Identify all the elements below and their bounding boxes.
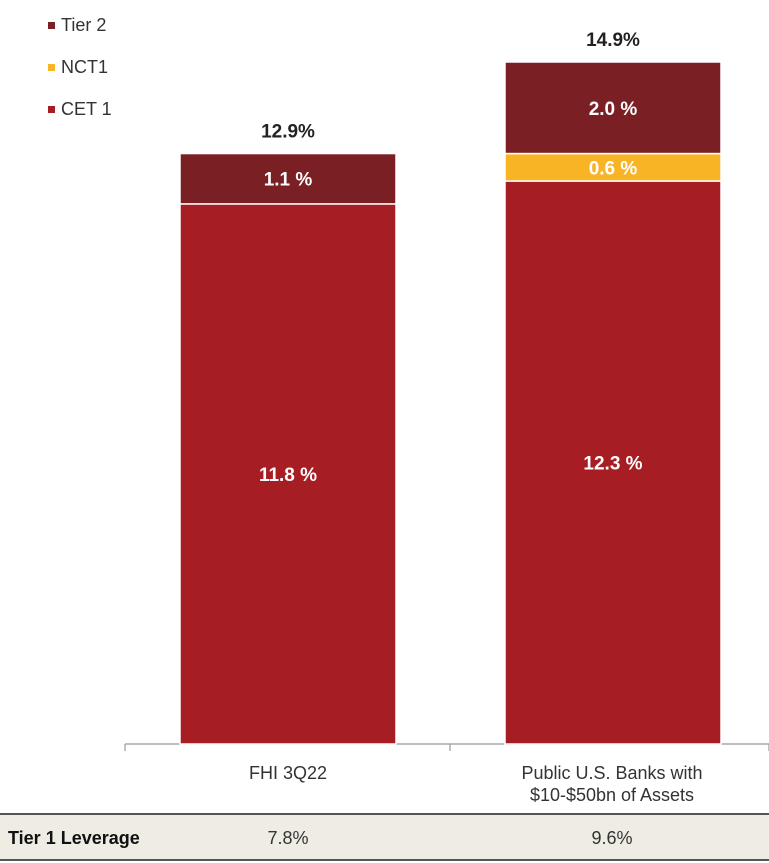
tier1-leverage-value-fhi: 7.8% [267,828,309,848]
data-label-cet1-fhi: 11.8 % [259,465,317,486]
bar-tier2-fhi [179,152,397,205]
legend-swatch-cet1 [48,105,55,113]
data-label-tier2-peer-banks: 2.0 % [589,99,638,120]
bar-nct1-peer-banks [504,152,722,182]
category-label-fhi: FHI 3Q22 [248,763,328,783]
data-label-tier2-fhi: 1.1 % [264,170,313,191]
bar-cet1-fhi [179,203,397,745]
total-label-fhi: 12.9% [261,122,315,143]
tier1-leverage-row: Tier 1 Leverage 7.8% 9.6% [0,813,769,861]
category-label-peer-banks: Public U.S. Banks with $10-$50bn of Asse… [521,763,703,805]
legend-item-nct1: NCT1 [48,46,112,88]
legend-swatch-tier2 [48,21,55,29]
legend-swatch-nct1 [48,63,55,71]
legend-item-tier2: Tier 2 [48,4,112,46]
data-label-nct1-peer-banks: 0.6 % [589,158,638,179]
legend-label-nct1: NCT1 [61,56,109,77]
bar-tier2-peer-banks [504,61,722,155]
legend-label-cet1: CET 1 [61,98,112,119]
legend-item-cet1: CET 1 [48,88,112,130]
legend-label-tier2: Tier 2 [61,14,107,35]
tier1-leverage-title: Tier 1 Leverage [8,828,140,848]
tier1-leverage-value-peer-banks: 9.6% [591,828,633,848]
bar-cet1-peer-banks [504,180,722,745]
chart-legend: Tier 2 NCT1 CET 1 [48,4,112,130]
total-label-peer-banks: 14.9% [586,30,640,51]
data-label-cet1-peer-banks: 12.3 % [583,454,642,475]
stacked-bar-chart: 11.8 % 1.1 % 12.9% 12.3 % 0.6 % 2.0 % 14.9% [124,30,769,751]
